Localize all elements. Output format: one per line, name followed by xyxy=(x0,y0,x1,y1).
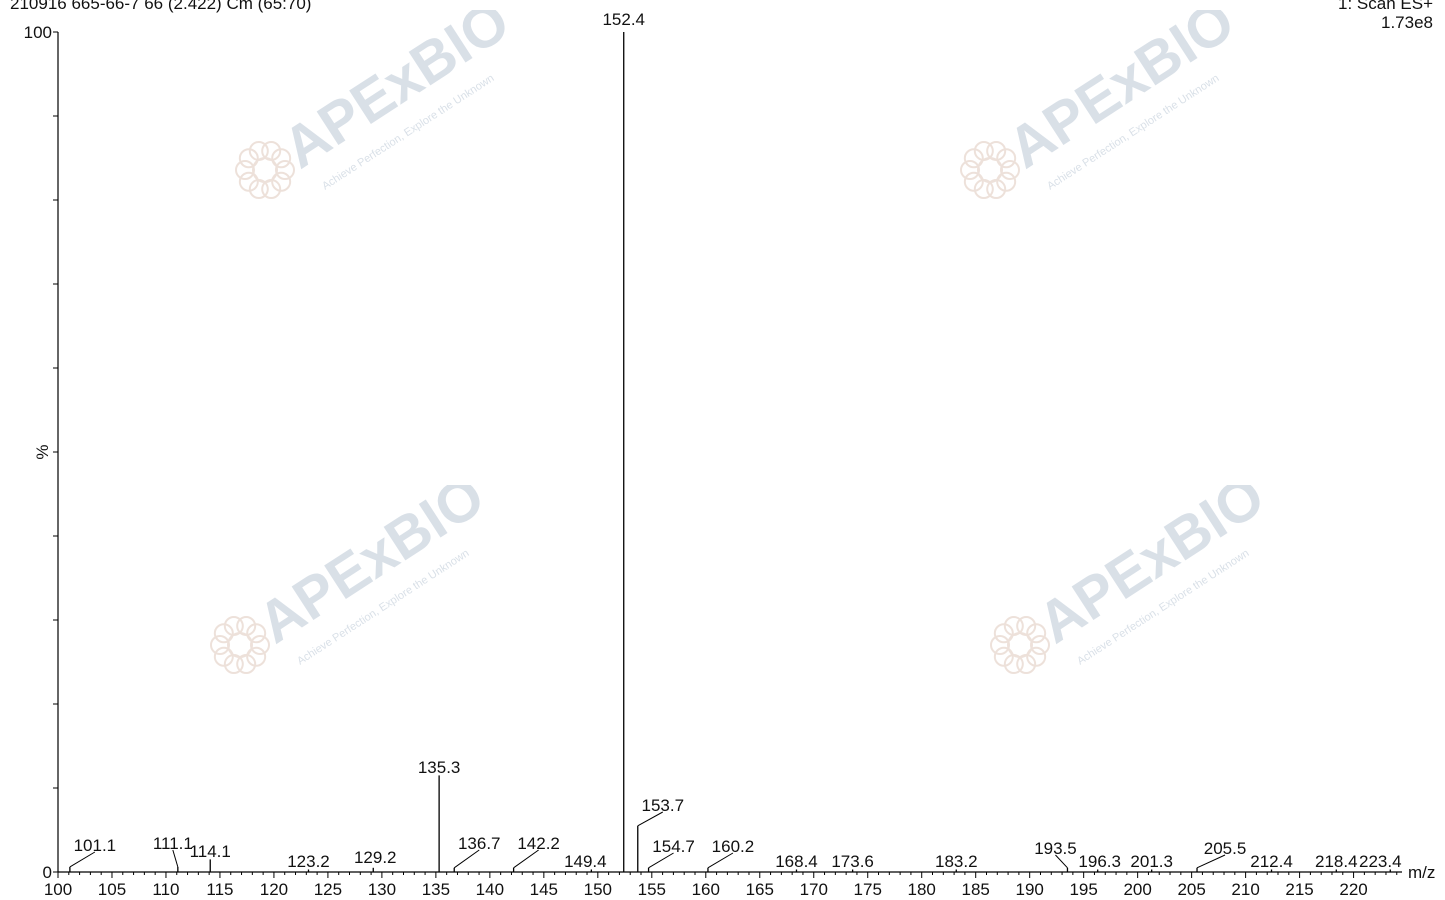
peak-label: 152.4 xyxy=(602,10,645,29)
peak-label: 218.4 xyxy=(1315,852,1358,871)
x-tick-label: 180 xyxy=(908,880,936,899)
peak-label: 205.5 xyxy=(1204,839,1247,858)
x-tick-label: 145 xyxy=(530,880,558,899)
peak-label: 136.7 xyxy=(458,834,501,853)
peak-label: 183.2 xyxy=(935,852,978,871)
peak-leader-line xyxy=(1196,854,1226,869)
x-tick-label: 105 xyxy=(98,880,126,899)
x-tick-label: 160 xyxy=(692,880,720,899)
peak-leader-line xyxy=(513,849,539,869)
peak-label: 201.3 xyxy=(1130,852,1173,871)
y-axis-title: % xyxy=(33,444,52,459)
x-tick-label: 175 xyxy=(854,880,882,899)
peak-label: 149.4 xyxy=(564,852,607,871)
peak-label: 160.2 xyxy=(712,837,755,856)
peak-label: 135.3 xyxy=(418,758,461,777)
peak-label: 193.5 xyxy=(1034,839,1077,858)
peak-label: 173.6 xyxy=(831,852,874,871)
x-tick-label: 100 xyxy=(44,880,72,899)
peak-leader-line xyxy=(637,811,664,827)
x-tick-label: 170 xyxy=(800,880,828,899)
x-tick-label: 215 xyxy=(1285,880,1313,899)
peak-label: 212.4 xyxy=(1250,852,1293,871)
scan-mode-label: 1: Scan ES+ xyxy=(1338,0,1433,13)
peak-label: 114.1 xyxy=(190,842,231,861)
peak-label: 129.2 xyxy=(354,848,397,867)
x-tick-label: 125 xyxy=(314,880,342,899)
peak-label: 196.3 xyxy=(1078,852,1121,871)
x-tick-label: 150 xyxy=(584,880,612,899)
y-tick-label: 0 xyxy=(43,863,52,882)
x-tick-label: 190 xyxy=(1015,880,1043,899)
x-tick-label: 120 xyxy=(260,880,288,899)
x-tick-label: 110 xyxy=(152,880,179,899)
x-tick-label: 135 xyxy=(422,880,450,899)
x-tick-label: 210 xyxy=(1231,880,1259,899)
peak-label: 101.1 xyxy=(74,836,117,855)
x-tick-label: 165 xyxy=(746,880,774,899)
peak-leader-line xyxy=(172,849,179,868)
x-tick-label: 130 xyxy=(368,880,396,899)
peak-label: 142.2 xyxy=(517,834,560,853)
peak-label: 123.2 xyxy=(287,852,330,871)
peak-leader-line xyxy=(1055,854,1068,869)
peak-leader-line xyxy=(707,852,734,869)
x-tick-label: 195 xyxy=(1069,880,1097,899)
peak-label: 154.7 xyxy=(652,837,695,856)
intensity-label: 1.73e8 xyxy=(1381,13,1433,32)
peak-label: 153.7 xyxy=(641,796,684,815)
x-tick-label: 140 xyxy=(476,880,504,899)
x-tick-label: 115 xyxy=(206,880,233,899)
peak-leader-line xyxy=(648,852,674,869)
peak-leader-line xyxy=(453,849,480,869)
peak-leader-line xyxy=(69,851,96,868)
y-tick-label: 100 xyxy=(24,23,52,42)
x-tick-label: 200 xyxy=(1123,880,1151,899)
peak-label: 168.4 xyxy=(775,852,818,871)
x-tick-label: 185 xyxy=(962,880,990,899)
x-tick-label: 155 xyxy=(638,880,666,899)
peak-label: 223.4 xyxy=(1359,852,1402,871)
peak-label: 111.1 xyxy=(153,834,193,853)
x-tick-label: 220 xyxy=(1339,880,1367,899)
sample-info-label: 210916 665-66-7 66 (2.422) Cm (65:70) xyxy=(10,0,312,13)
x-tick-label: 205 xyxy=(1177,880,1205,899)
x-axis-title: m/z xyxy=(1408,863,1435,882)
